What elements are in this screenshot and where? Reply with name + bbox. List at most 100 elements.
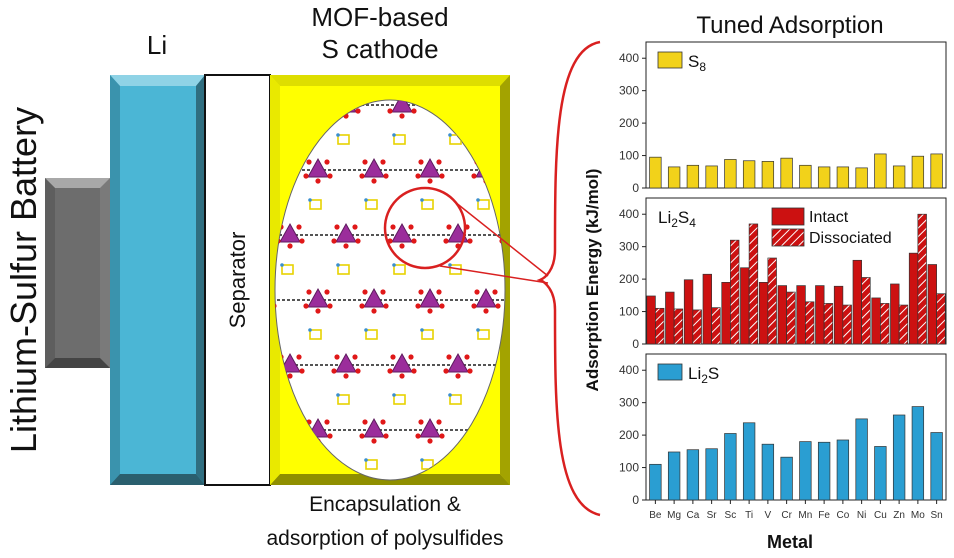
oxygen-atom xyxy=(446,484,451,489)
bar-li2s-ca xyxy=(686,449,700,501)
mof-metal-node xyxy=(504,484,524,502)
oxygen-atom xyxy=(390,484,395,489)
oxygen-atom xyxy=(483,308,489,314)
oxygen-atom xyxy=(315,178,321,184)
oxygen-atom xyxy=(467,238,473,244)
oxygen-atom xyxy=(362,159,368,165)
panel-legend-swatch xyxy=(657,363,683,381)
lithium-atom xyxy=(560,263,564,267)
bar-li2s-zn xyxy=(892,414,906,501)
oxygen-atom xyxy=(579,108,584,113)
oxygen-atom xyxy=(558,224,563,229)
bar-li2s-mg xyxy=(667,451,681,501)
oxygen-atom xyxy=(439,173,445,179)
lithium-atom xyxy=(364,328,368,332)
oxygen-atom xyxy=(527,433,532,438)
mof-metal-node xyxy=(307,157,329,178)
oxygen-atom xyxy=(415,433,421,439)
lithium-atom xyxy=(336,263,340,267)
mof-metal-node xyxy=(532,29,552,47)
oxygen-atom xyxy=(539,48,544,53)
bar-li2s-sn xyxy=(930,432,943,501)
lithium-atom xyxy=(532,458,536,462)
bar-s8-sr xyxy=(705,165,718,189)
oxygen-atom xyxy=(359,433,365,439)
mof-metal-node xyxy=(252,549,272,558)
mof-metal-node xyxy=(560,224,580,242)
oxygen-atom xyxy=(555,498,560,503)
oxygen-atom xyxy=(464,484,469,489)
lithium-atom xyxy=(420,458,424,462)
oxygen-atom xyxy=(303,173,309,179)
lithium-atom xyxy=(448,263,452,267)
battery-terminal xyxy=(45,178,110,368)
mof-metal-node xyxy=(391,100,413,113)
y-tick-label: 300 xyxy=(619,84,639,98)
mof-metal-node xyxy=(532,289,552,307)
x-tick-label-cu: Cu xyxy=(874,510,887,521)
lithium-atom xyxy=(392,133,396,137)
y-tick-label: 400 xyxy=(619,207,639,221)
bar-dissociated-ni xyxy=(861,277,871,345)
oxygen-atom xyxy=(567,113,572,118)
x-tick-label-be: Be xyxy=(649,510,662,521)
bar-li2s-sc xyxy=(724,433,737,501)
lithium-atom xyxy=(252,68,256,72)
oxygen-atom xyxy=(362,549,367,554)
bar-dissociated-co xyxy=(842,304,852,345)
oxygen-atom xyxy=(231,503,236,508)
cathode-label-line1: MOF-based xyxy=(311,2,448,32)
bar-li2s-v xyxy=(761,443,775,501)
oxygen-atom xyxy=(474,289,480,295)
oxygen-atom xyxy=(331,368,337,374)
polysulfide-ring xyxy=(337,264,350,275)
lithium-atom xyxy=(532,328,536,332)
bar-intact-cu xyxy=(871,297,881,345)
bar-s8-mo xyxy=(911,155,925,189)
x-tick-label-cr: Cr xyxy=(781,510,792,521)
lithium-atom xyxy=(336,133,340,137)
bar-li2s-mo xyxy=(911,406,925,501)
mof-metal-node xyxy=(224,484,244,502)
oxygen-atom xyxy=(275,498,280,503)
oxygen-atom xyxy=(530,549,535,554)
oxygen-atom xyxy=(548,419,553,424)
bar-s8-sn xyxy=(930,153,943,189)
bar-s8-ni xyxy=(855,167,868,189)
oxygen-atom xyxy=(352,224,358,230)
polysulfide-ring xyxy=(477,199,490,210)
oxygen-atom xyxy=(474,549,479,554)
polysulfide-ring xyxy=(309,199,322,210)
oxygen-atom xyxy=(558,354,563,359)
oxygen-atom xyxy=(408,224,414,230)
oxygen-atom xyxy=(539,178,544,183)
oxygen-atom xyxy=(390,354,396,360)
mof-metal-node xyxy=(391,352,413,373)
bar-s8-v xyxy=(761,161,775,189)
oxygen-atom xyxy=(520,94,525,99)
polysulfide-ring xyxy=(365,199,378,210)
lithium-atom xyxy=(560,523,564,527)
oxygen-atom xyxy=(334,484,339,489)
oxygen-atom xyxy=(359,303,365,309)
oxygen-atom xyxy=(296,484,301,489)
lithium-atom xyxy=(392,393,396,397)
oxygen-atom xyxy=(343,373,349,379)
oxygen-atom xyxy=(303,43,308,48)
bar-intact-zn xyxy=(890,283,900,345)
bar-li2s-co xyxy=(836,439,850,501)
oxygen-atom xyxy=(471,173,477,179)
bar-dissociated-fe xyxy=(823,303,834,345)
bar-intact-ni xyxy=(852,259,862,345)
oxygen-atom xyxy=(551,433,556,438)
oxygen-atom xyxy=(530,159,535,164)
callout-line-top xyxy=(454,201,549,277)
mof-metal-node xyxy=(419,417,441,438)
lithium-atom xyxy=(532,198,536,202)
bar-intact-co xyxy=(833,285,844,345)
oxygen-atom xyxy=(418,419,424,425)
oxygen-atom xyxy=(548,549,553,554)
oxygen-atom xyxy=(383,303,389,309)
polysulfide-ring xyxy=(421,459,434,470)
bar-li2s-cu xyxy=(874,446,887,501)
